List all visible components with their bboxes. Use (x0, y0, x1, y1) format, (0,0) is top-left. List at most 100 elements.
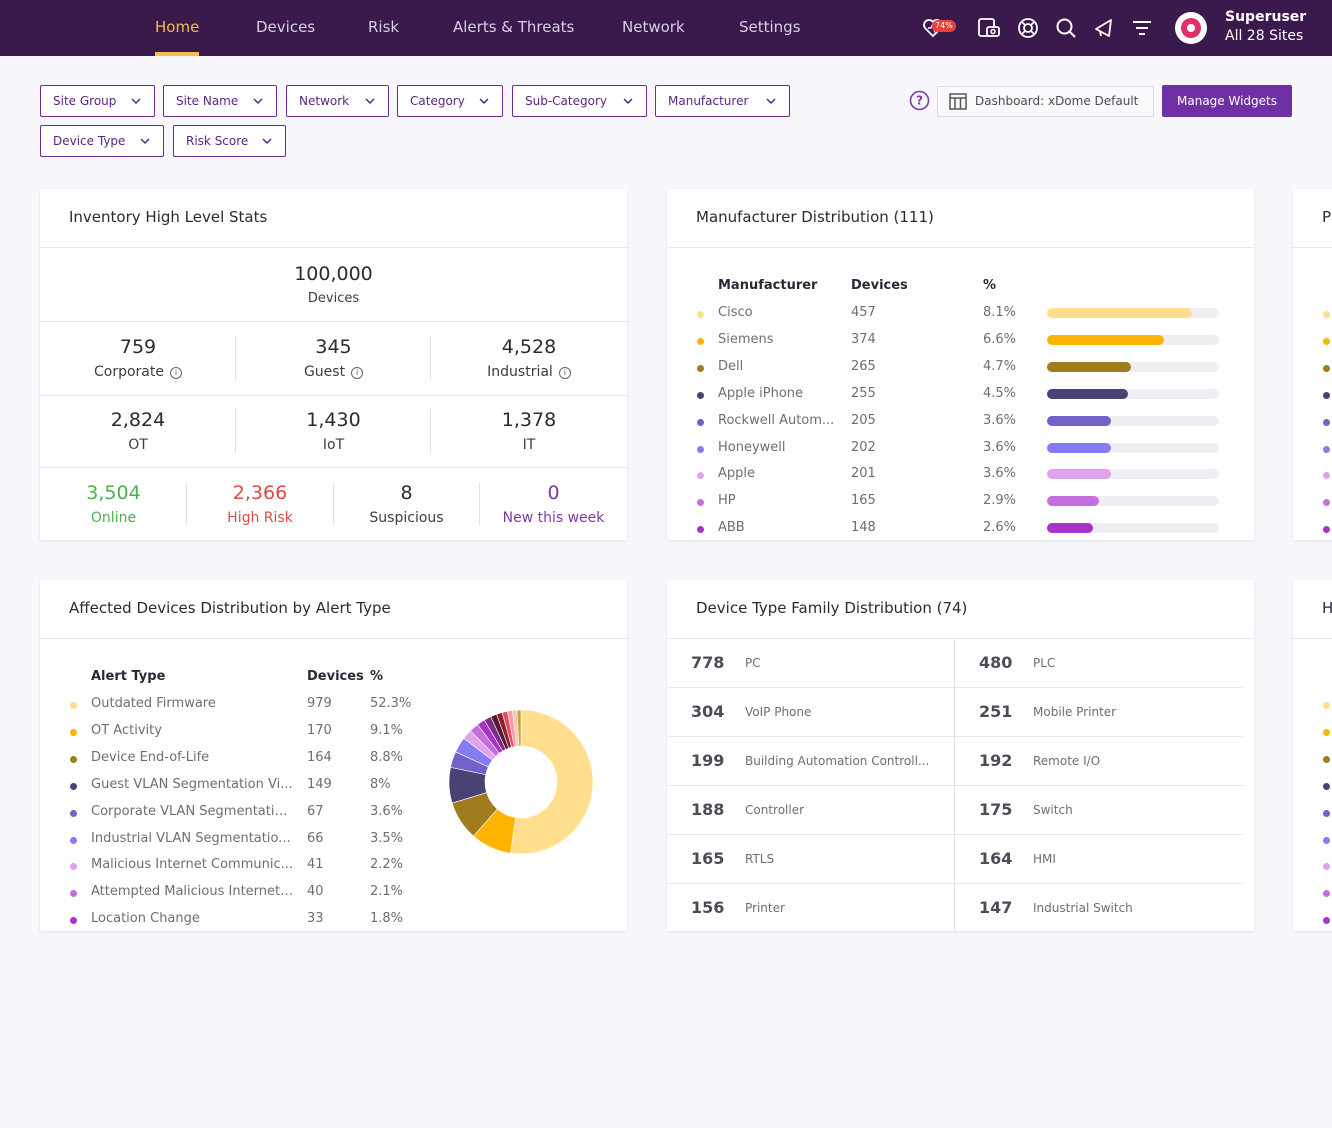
industrial-value[interactable]: 4,528 (501, 336, 557, 358)
manufacturer-name[interactable]: Apple (718, 466, 756, 482)
info-icon[interactable]: i (558, 367, 571, 379)
manufacturer-name[interactable]: ABB (718, 520, 745, 536)
device-type-label[interactable]: Controller (745, 803, 805, 817)
alert-type-name[interactable]: Outdated Firmware (91, 696, 216, 711)
nav-alerts-threats[interactable]: Alerts & Threats (453, 0, 574, 56)
device-type-count[interactable]: 164 (979, 849, 1013, 868)
donut-slice[interactable] (516, 710, 522, 747)
support-lifebuoy-icon[interactable] (1015, 15, 1041, 41)
device-type-count[interactable]: 147 (979, 898, 1013, 917)
high-risk-value[interactable]: 2,366 (232, 482, 288, 504)
device-type-label[interactable]: PLC (1033, 656, 1056, 670)
device-type-count[interactable]: 175 (979, 800, 1013, 819)
device-type-label[interactable]: Industrial Switch (1033, 901, 1133, 915)
camera-device-icon[interactable] (976, 15, 1002, 41)
filter-icon[interactable] (1129, 15, 1155, 41)
nav-settings[interactable]: Settings (739, 0, 801, 56)
device-type-count[interactable]: 304 (691, 702, 725, 721)
help-icon[interactable]: ? (909, 90, 930, 111)
alert-type-name[interactable]: Guest VLAN Segmentation Vi... (91, 776, 293, 792)
device-type-count[interactable]: 480 (979, 653, 1013, 672)
device-type-label[interactable]: Remote I/O (1033, 754, 1101, 768)
percent-bar-track (1047, 334, 1219, 345)
device-type-label[interactable]: Switch (1033, 803, 1073, 817)
device-type-label[interactable]: PC (745, 656, 761, 670)
manufacturer-name[interactable]: Honeywell (718, 439, 786, 455)
alert-type-donut-chart[interactable] (449, 710, 593, 854)
column-header-percent[interactable]: % (983, 278, 997, 293)
announcement-icon[interactable] (1091, 15, 1117, 41)
manufacturer-name[interactable]: Rockwell Autom... (718, 412, 835, 428)
alert-type-name[interactable]: OT Activity (91, 722, 162, 738)
device-type-count[interactable]: 199 (691, 751, 725, 770)
nav-network[interactable]: Network (622, 0, 685, 56)
percent-bar-fill (1047, 469, 1111, 480)
search-icon[interactable] (1053, 15, 1079, 41)
column-header-devices[interactable]: Devices (851, 278, 908, 293)
user-avatar[interactable] (1175, 12, 1207, 44)
column-header-alert-type[interactable]: Alert Type (91, 669, 166, 684)
chevron-down-icon (140, 138, 150, 145)
column-header-devices[interactable]: Devices (307, 669, 364, 684)
new-this-week-value[interactable]: 0 (547, 482, 560, 504)
manufacturer-name[interactable]: HP (718, 493, 736, 509)
device-type-label[interactable]: HMI (1033, 852, 1056, 866)
filter-sub-category[interactable]: Sub-Category (512, 85, 647, 117)
dashboard-selector[interactable]: Dashboard: xDome Default (937, 86, 1154, 117)
info-icon[interactable]: i (351, 367, 364, 379)
info-icon[interactable]: i (170, 367, 182, 379)
device-type-label[interactable]: Building Automation Controll... (745, 754, 930, 768)
manufacturer-name[interactable]: Cisco (718, 305, 753, 320)
column-header-percent[interactable]: % (370, 669, 384, 684)
device-type-count[interactable]: 188 (691, 800, 725, 819)
suspicious-value[interactable]: 8 (400, 482, 413, 504)
donut-slice[interactable] (510, 710, 593, 854)
manufacturer-name[interactable]: Dell (718, 358, 744, 374)
device-type-label[interactable]: Printer (745, 901, 785, 915)
device-type-count[interactable]: 251 (979, 702, 1013, 721)
user-name[interactable]: Superuser (1225, 9, 1307, 25)
online-value[interactable]: 3,504 (86, 482, 141, 504)
manufacturer-percent: 8.1% (983, 305, 1017, 320)
device-type-count[interactable]: 165 (691, 849, 725, 868)
legend-dot (697, 499, 704, 507)
legend-dot (1323, 755, 1330, 763)
it-value[interactable]: 1,378 (501, 409, 557, 431)
nav-active-underline (155, 52, 200, 56)
manage-widgets-button[interactable]: Manage Widgets (1162, 85, 1292, 117)
corporate-value[interactable]: 759 (119, 336, 157, 358)
device-type-count[interactable]: 778 (691, 653, 725, 672)
manufacturer-name[interactable]: Apple iPhone (718, 385, 804, 401)
device-type-label[interactable]: Mobile Printer (1033, 705, 1117, 719)
device-type-count[interactable]: 192 (979, 751, 1013, 770)
alert-type-name[interactable]: Corporate VLAN Segmentatio... (91, 803, 294, 819)
column-header-manufacturer[interactable]: Manufacturer (718, 278, 818, 293)
filter-network[interactable]: Network (286, 85, 389, 117)
device-type-label[interactable]: VoIP Phone (745, 705, 812, 719)
alert-type-devices: 164 (307, 749, 332, 765)
filter-device-type[interactable]: Device Type (40, 125, 164, 157)
alert-type-name[interactable]: Device End-of-Life (91, 749, 210, 765)
ot-value[interactable]: 2,824 (110, 409, 166, 431)
guest-value[interactable]: 345 (315, 336, 352, 358)
iot-value[interactable]: 1,430 (306, 409, 361, 431)
alert-type-name[interactable]: Location Change (91, 911, 200, 927)
device-type-count[interactable]: 156 (691, 898, 725, 917)
user-site-selector[interactable]: All 28 Sites (1225, 28, 1304, 44)
alert-type-devices: 67 (307, 803, 324, 819)
filter-category[interactable]: Category (397, 85, 503, 117)
divider (235, 336, 236, 380)
filter-site-group[interactable]: Site Group (40, 85, 155, 117)
nav-home[interactable]: Home (155, 0, 200, 56)
manufacturer-name[interactable]: Siemens (718, 331, 774, 347)
filter-site-name[interactable]: Site Name (163, 85, 277, 117)
alert-type-name[interactable]: Malicious Internet Communic... (91, 857, 294, 873)
nav-risk[interactable]: Risk (368, 0, 399, 56)
total-devices-value[interactable]: 100,000 (294, 263, 373, 285)
alert-type-name[interactable]: Attempted Malicious Internet ... (91, 884, 294, 900)
alert-type-name[interactable]: Industrial VLAN Segmentatio... (91, 830, 291, 846)
filter-risk-score[interactable]: Risk Score (173, 125, 286, 157)
nav-devices[interactable]: Devices (256, 0, 315, 56)
device-type-label[interactable]: RTLS (745, 852, 775, 866)
filter-manufacturer[interactable]: Manufacturer (655, 85, 790, 117)
